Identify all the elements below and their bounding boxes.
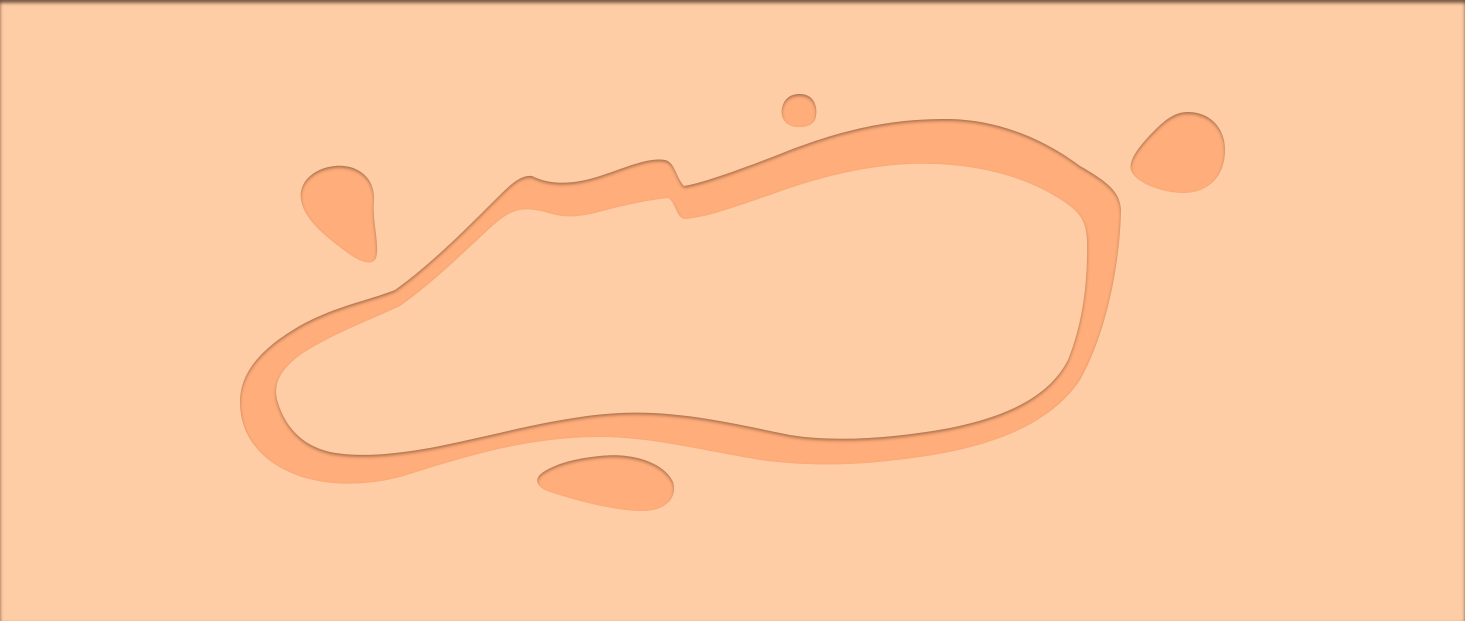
pit-top-small bbox=[781, 94, 817, 128]
pit-bottom bbox=[537, 455, 675, 512]
trench-ring bbox=[240, 118, 1121, 484]
pit-right bbox=[1130, 112, 1225, 193]
pit-left-teardrop bbox=[300, 165, 378, 263]
